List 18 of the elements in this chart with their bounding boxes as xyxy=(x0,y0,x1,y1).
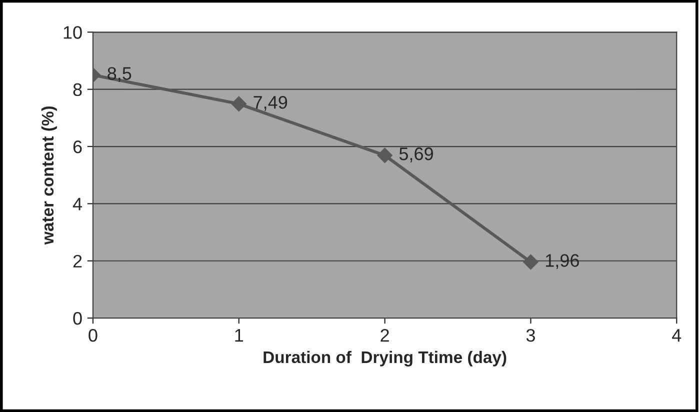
point xyxy=(377,148,392,163)
x-axis-title: Duration of Drying Ttime (day) xyxy=(264,350,506,366)
data-label: 8,5 xyxy=(108,67,132,82)
y-tick-label: 0 xyxy=(73,312,82,325)
y-tick-label: 6 xyxy=(73,140,82,154)
x-tick-label: 3 xyxy=(526,328,535,342)
y-tick-label: 10 xyxy=(64,26,82,39)
x-tick-label: 4 xyxy=(672,329,682,342)
y-tick-label: 8 xyxy=(73,83,82,96)
x-tick-label: 2 xyxy=(380,328,389,342)
y-axis-title: water content (%) xyxy=(41,106,57,245)
data-label: 5,69 xyxy=(399,147,433,162)
data-label: 7,49 xyxy=(254,96,288,111)
y-tick-label: 2 xyxy=(73,254,82,268)
x-tick-label: 0 xyxy=(88,328,98,342)
y-tick-label: 4 xyxy=(72,198,82,210)
point xyxy=(523,254,538,270)
x-tick-label: 1 xyxy=(235,329,244,342)
